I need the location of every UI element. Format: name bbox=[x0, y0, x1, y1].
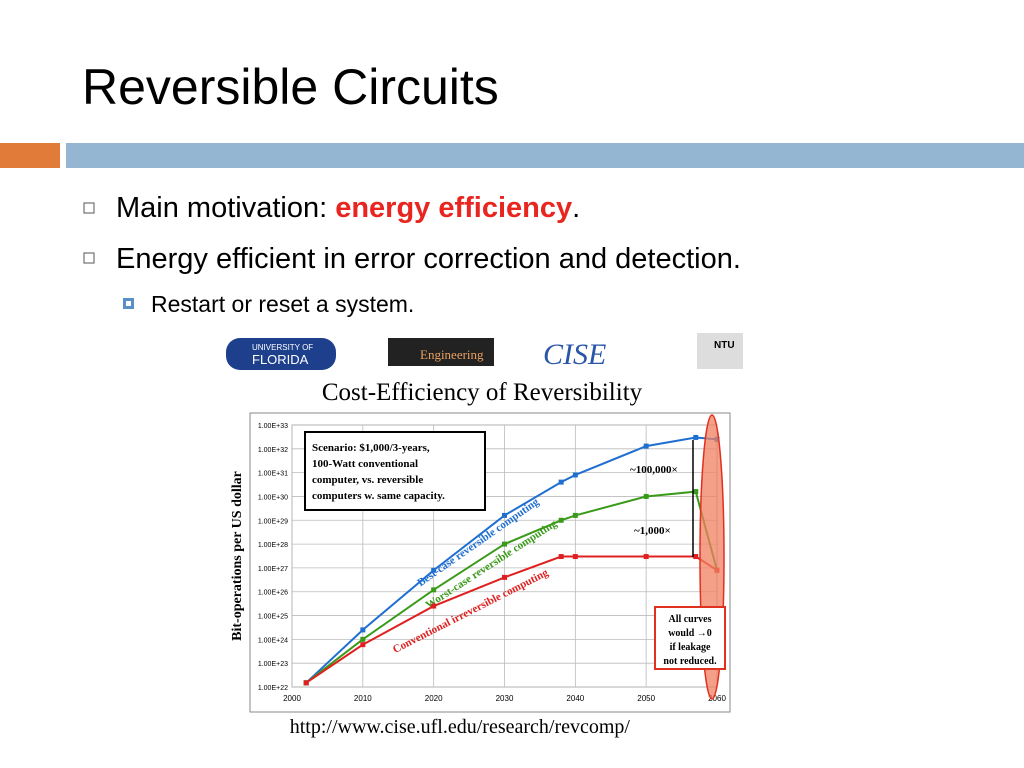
y-tick-label: 1.00E+26 bbox=[258, 590, 288, 597]
scenario-box bbox=[304, 431, 486, 511]
y-tick-label: 1.00E+25 bbox=[258, 614, 288, 621]
bullet-text: . bbox=[572, 192, 580, 224]
y-tick-label: 1.00E+27 bbox=[258, 566, 288, 573]
x-tick-label: 2030 bbox=[496, 694, 514, 703]
y-axis-label: Bit-operations per US dollar bbox=[230, 471, 245, 641]
bullet-icon bbox=[83, 202, 95, 214]
point bbox=[502, 574, 507, 580]
point bbox=[572, 472, 578, 478]
point bbox=[643, 554, 649, 560]
point bbox=[303, 680, 309, 686]
point bbox=[693, 434, 699, 440]
point bbox=[558, 554, 564, 560]
bullet: Main motivation: energy efficiency. bbox=[116, 192, 580, 224]
sub-bullet: Restart or reset a system. bbox=[151, 291, 414, 317]
y-tick-label: 1.00E+23 bbox=[258, 661, 288, 668]
logo-text: CISE bbox=[543, 338, 606, 371]
point bbox=[693, 489, 699, 495]
leakage-text: All curves bbox=[668, 614, 711, 625]
x-tick-label: 2000 bbox=[283, 694, 301, 703]
x-tick-label: 2010 bbox=[354, 694, 372, 703]
header-bar bbox=[66, 143, 1024, 168]
y-tick-label: 1.00E+32 bbox=[258, 447, 288, 454]
y-tick-label: 1.00E+22 bbox=[258, 685, 288, 692]
y-tick-label: 1.00E+29 bbox=[258, 518, 288, 525]
chart-title: Cost-Efficiency of Reversibility bbox=[322, 379, 643, 406]
point bbox=[502, 541, 507, 547]
x-tick-label: 2040 bbox=[566, 694, 584, 703]
scenario-text: Scenario: $1,000/3-years, bbox=[312, 442, 430, 454]
logo-text: FLORIDA bbox=[252, 352, 309, 367]
point bbox=[360, 627, 366, 633]
bullet: Energy efficient in error correction and… bbox=[116, 243, 741, 275]
point bbox=[360, 636, 366, 642]
scenario-text: computer, vs. reversible bbox=[312, 474, 423, 486]
logo-engineering bbox=[388, 338, 494, 366]
y-tick-label: 1.00E+28 bbox=[258, 542, 288, 549]
scenario-text: 100-Watt conventional bbox=[312, 458, 418, 470]
ratio-label: ~100,000× bbox=[630, 464, 678, 476]
point bbox=[431, 603, 437, 609]
bullet-text: Main motivation: bbox=[116, 192, 335, 224]
logo-uf bbox=[226, 338, 336, 370]
logo-text: UNIVERSITY OF bbox=[252, 343, 313, 352]
point bbox=[572, 554, 578, 560]
point bbox=[431, 567, 437, 573]
ratio-label: ~1,000× bbox=[634, 525, 671, 537]
leakage-text: not reduced. bbox=[663, 656, 717, 667]
scenario-text: computers w. same capacity. bbox=[312, 490, 445, 502]
logo-text: NTU bbox=[714, 340, 735, 351]
y-tick-label: 1.00E+33 bbox=[258, 423, 288, 430]
y-tick-label: 1.00E+24 bbox=[258, 637, 288, 644]
x-tick-label: 2050 bbox=[637, 694, 655, 703]
point bbox=[431, 587, 437, 593]
point bbox=[693, 554, 699, 560]
point bbox=[643, 493, 649, 499]
x-tick-label: 2020 bbox=[425, 694, 443, 703]
point bbox=[643, 443, 649, 449]
bullet-emphasis: energy efficiency bbox=[335, 192, 572, 224]
leakage-box bbox=[654, 606, 726, 670]
logo-text: Engineering bbox=[420, 347, 484, 362]
point bbox=[360, 642, 366, 648]
x-tick-label: 2060 bbox=[708, 694, 726, 703]
source-url: http://www.cise.ufl.edu/research/revcomp… bbox=[290, 716, 631, 738]
point bbox=[558, 517, 564, 523]
logo-ntu bbox=[697, 333, 743, 369]
leakage-text: would →0 bbox=[668, 628, 712, 639]
sub-bullet-icon-inner bbox=[126, 301, 131, 306]
y-tick-label: 1.00E+31 bbox=[258, 471, 288, 478]
point bbox=[558, 479, 564, 485]
point bbox=[572, 512, 578, 518]
bullet-icon bbox=[83, 252, 95, 264]
slide-title: Reversible Circuits bbox=[82, 59, 499, 115]
leakage-text: if leakage bbox=[670, 642, 711, 653]
header-accent bbox=[0, 143, 60, 168]
point bbox=[502, 512, 507, 518]
y-tick-label: 1.00E+30 bbox=[258, 494, 288, 501]
